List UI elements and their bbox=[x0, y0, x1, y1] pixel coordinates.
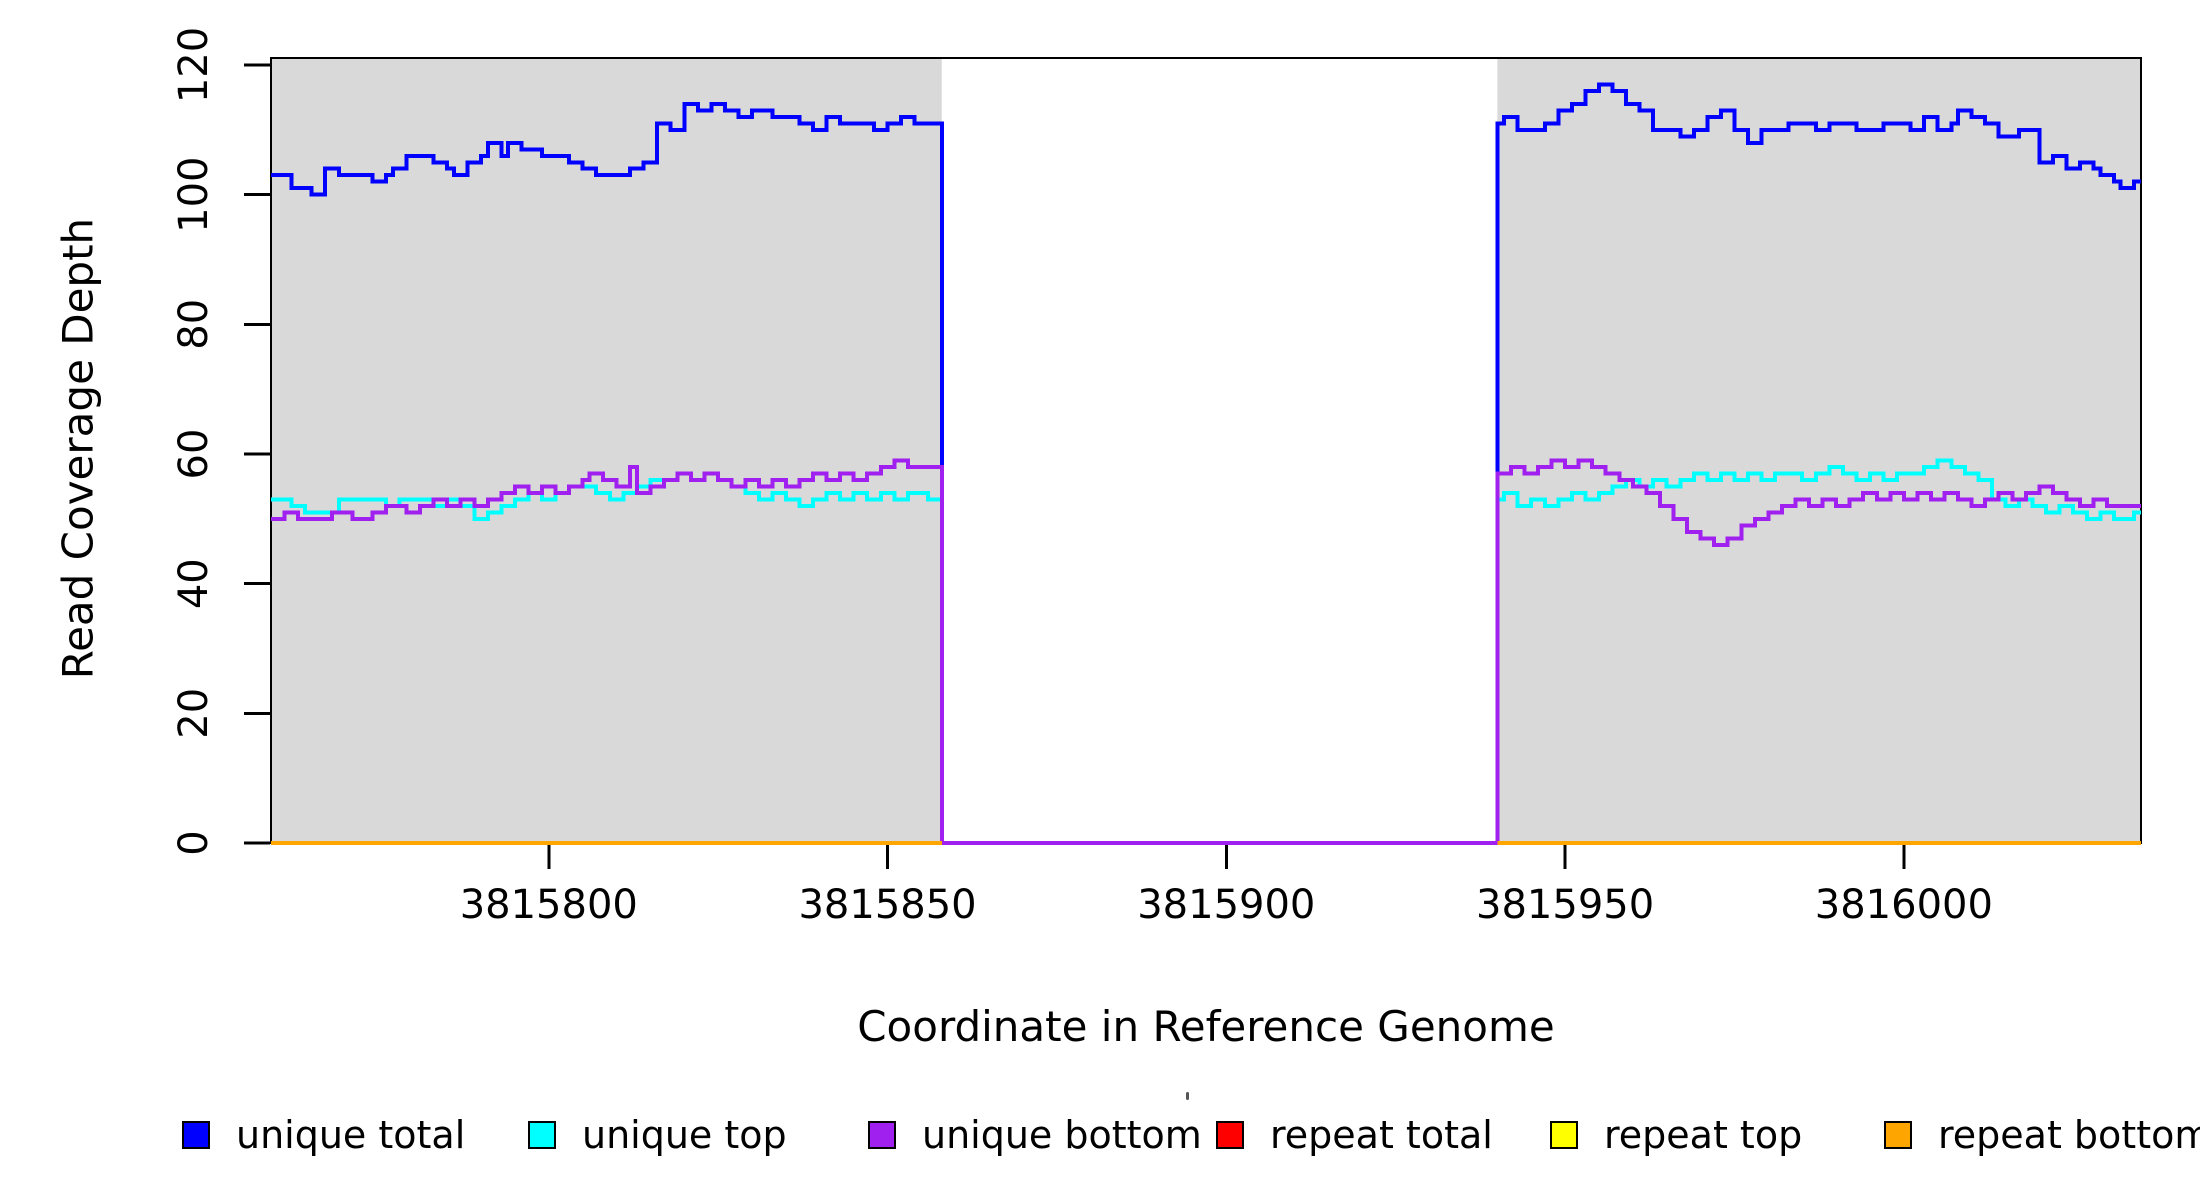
legend-item-repeat-bottom: repeat bottom bbox=[1884, 1113, 2200, 1157]
series-line-unique-top bbox=[271, 458, 2141, 845]
legend-swatch-repeat-total bbox=[1216, 1121, 1244, 1149]
y-tick-label: 20 bbox=[171, 688, 217, 739]
legend-label-unique-top: unique top bbox=[582, 1113, 787, 1157]
series-line-unique-bottom bbox=[271, 458, 2141, 845]
x-tick-label: 3815800 bbox=[460, 882, 638, 928]
legend-item-repeat-total: repeat total bbox=[1216, 1113, 1493, 1157]
y-axis-title: Read Coverage Depth bbox=[53, 217, 103, 680]
legend-swatch-repeat-top bbox=[1550, 1121, 1578, 1149]
legend-swatch-unique-total bbox=[182, 1121, 210, 1149]
x-tick-label: 3815950 bbox=[1476, 882, 1654, 928]
legend-item-unique-top: unique top bbox=[528, 1113, 787, 1157]
legend-swatch-unique-top bbox=[528, 1121, 556, 1149]
legend-label-repeat-bottom: repeat bottom bbox=[1938, 1113, 2200, 1157]
x-tick-label: 3815900 bbox=[1137, 882, 1315, 928]
legend-label-repeat-top: repeat top bbox=[1604, 1113, 1803, 1157]
y-tick-label: 60 bbox=[171, 429, 217, 480]
y-tick-label: 80 bbox=[171, 299, 217, 350]
y-tick-label: 40 bbox=[171, 558, 217, 609]
legend-label-unique-bottom: unique bottom bbox=[922, 1113, 1202, 1157]
x-axis-title: Coordinate in Reference Genome bbox=[857, 1002, 1555, 1051]
x-tick-label: 3815850 bbox=[798, 882, 976, 928]
legend-label-repeat-total: repeat total bbox=[1270, 1113, 1493, 1157]
left-shaded-region bbox=[271, 58, 942, 843]
right-shaded-region bbox=[1497, 58, 2141, 843]
legend-swatch-unique-bottom bbox=[868, 1121, 896, 1149]
y-tick-label: 120 bbox=[171, 27, 217, 103]
legend-item-unique-bottom: unique bottom bbox=[868, 1113, 1202, 1157]
legend-item-unique-total: unique total bbox=[182, 1113, 466, 1157]
legend-artifact-mark bbox=[1186, 1092, 1189, 1100]
y-tick-label: 0 bbox=[171, 830, 217, 855]
legend-swatch-repeat-bottom bbox=[1884, 1121, 1912, 1149]
x-tick-label: 3816000 bbox=[1815, 882, 1993, 928]
y-tick-label: 100 bbox=[171, 157, 217, 233]
legend-label-unique-total: unique total bbox=[236, 1113, 466, 1157]
legend-item-repeat-top: repeat top bbox=[1550, 1113, 1803, 1157]
